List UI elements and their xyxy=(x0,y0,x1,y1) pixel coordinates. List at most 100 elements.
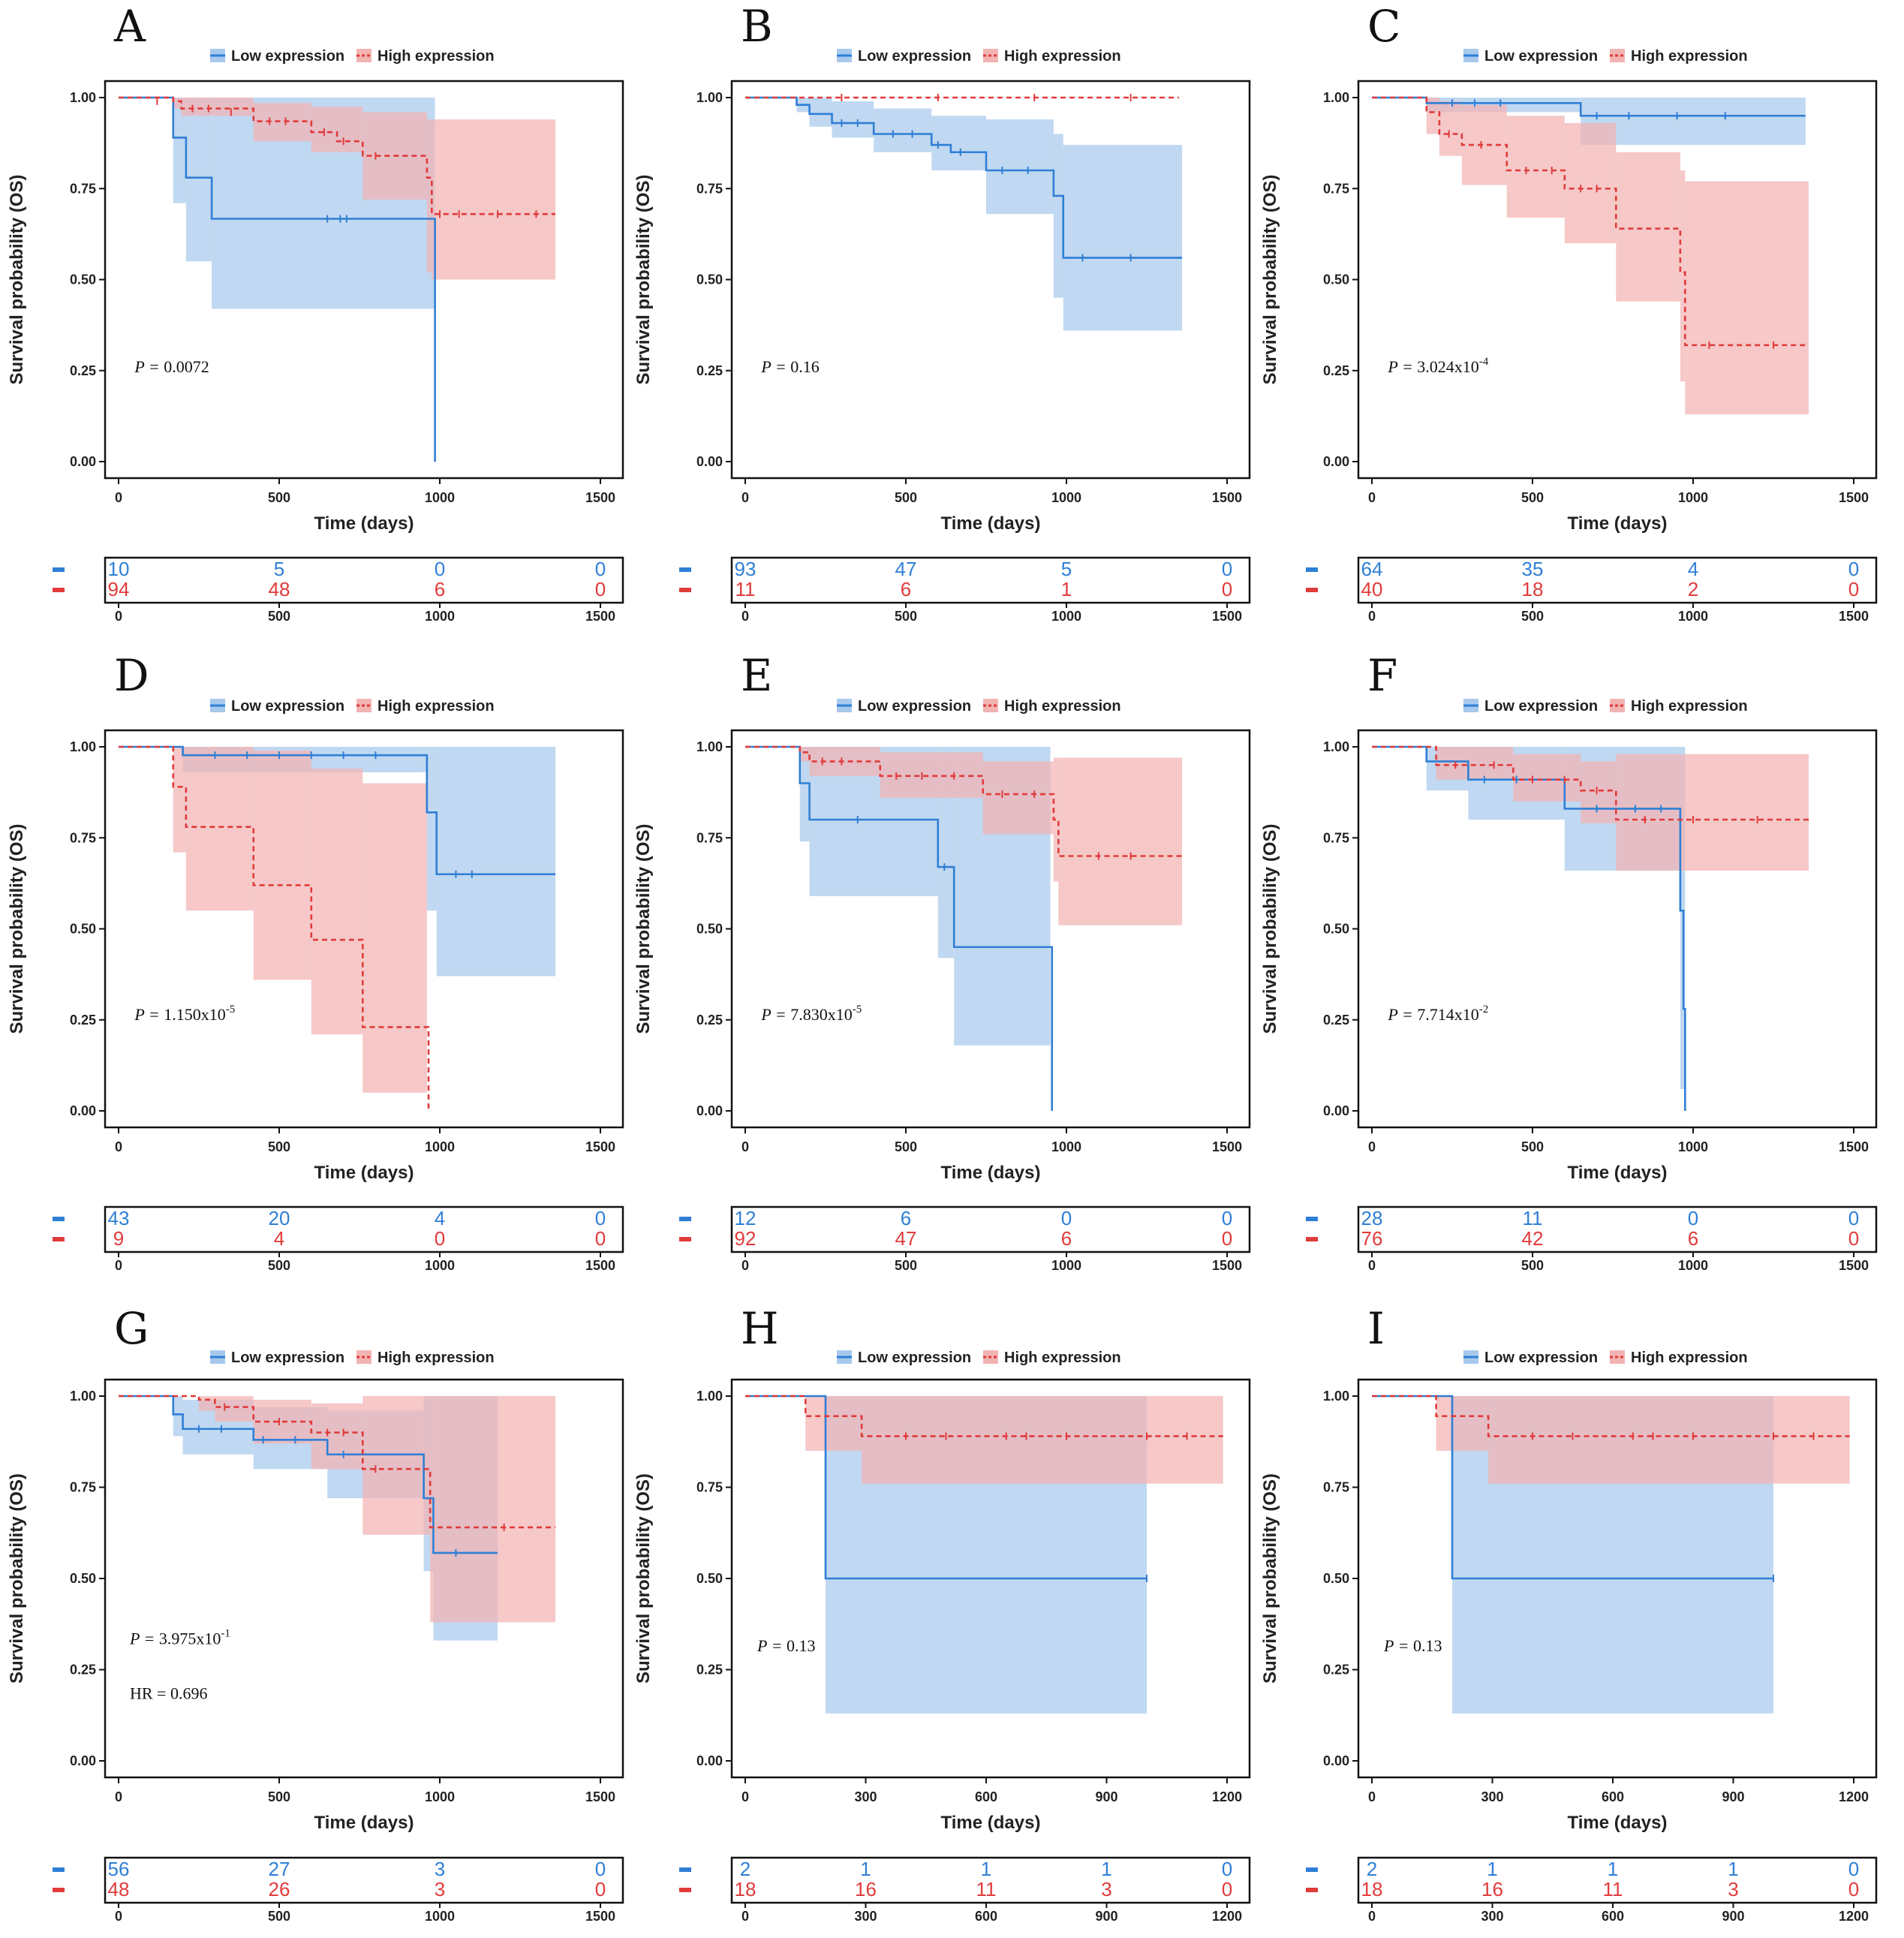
y-tick-label: 0.00 xyxy=(70,1103,96,1118)
annotation-superscript: -2 xyxy=(1479,1004,1489,1016)
risk-table-frame xyxy=(104,1205,624,1253)
y-tick-label: 0.00 xyxy=(1323,454,1349,469)
risk-high-count: 42 xyxy=(1522,1227,1544,1250)
y-tick-label: 0.25 xyxy=(1323,1663,1349,1678)
risk-table: 56 27 3 048 26 3 00 500 1000 1500 xyxy=(53,1856,624,1924)
legend: Low expression High expression xyxy=(1463,48,1748,65)
x-tick-label: 0 xyxy=(741,1139,749,1154)
y-tick-label: 0.75 xyxy=(70,181,96,196)
y-tick-label: 1.00 xyxy=(70,90,96,105)
risk-high-count: 0 xyxy=(595,578,606,600)
risk-low-count: 0 xyxy=(1222,1207,1232,1229)
risk-high-strata-marker xyxy=(53,1888,65,1892)
risk-low-count: 27 xyxy=(269,1858,290,1880)
annotation: P = 0.13 xyxy=(756,1636,815,1655)
x-tick-label: 0 xyxy=(1368,490,1376,505)
y-tick-label: 0.75 xyxy=(1323,181,1349,196)
risk-low-count: 56 xyxy=(108,1858,130,1880)
high-ci-band xyxy=(1436,1396,1489,1451)
panel-c: C Low expression High expression 0.00 0.25 0.… xyxy=(1260,1,1878,624)
x-tick-label: 0 xyxy=(741,490,749,505)
risk-high-count: 48 xyxy=(269,578,290,600)
risk-low-strata-marker xyxy=(679,1217,691,1221)
risk-high-count: 18 xyxy=(1361,1878,1383,1900)
y-tick-label: 0.25 xyxy=(1323,1013,1349,1028)
x-tick-label: 1000 xyxy=(425,1139,455,1154)
x-tick-label: 1500 xyxy=(1839,490,1869,505)
risk-high-count: 0 xyxy=(1222,1227,1232,1250)
risk-low-count: 4 xyxy=(435,1207,445,1229)
low-survival-curve xyxy=(745,745,1054,1111)
y-tick-label: 0.00 xyxy=(696,1753,723,1768)
legend-high-label: High expression xyxy=(1631,698,1748,715)
high-ci-band xyxy=(311,1403,363,1470)
low-ci-band xyxy=(1053,134,1063,298)
risk-low-count: 43 xyxy=(108,1207,130,1229)
risk-low-strata-marker xyxy=(1306,1867,1318,1872)
annotation: P = 3.975x10-1 xyxy=(129,1627,230,1648)
annotation: P = 0.16 xyxy=(760,357,819,376)
risk-low-count: 28 xyxy=(1361,1207,1383,1229)
y-tick-label: 0.50 xyxy=(70,922,96,937)
risk-table-frame xyxy=(104,556,624,604)
y-axis-title: Survival probability (OS) xyxy=(633,823,654,1034)
panel-f: F Low expression High expression 0.00 0.25 0.… xyxy=(1260,650,1878,1273)
low-ci-band xyxy=(799,747,810,842)
high-ci-band xyxy=(1685,181,1809,414)
x-tick-label: 1000 xyxy=(1051,490,1081,505)
risk-high-count: 6 xyxy=(1688,1227,1698,1250)
high-ci-band xyxy=(362,783,427,1093)
high-ci-band xyxy=(799,747,810,762)
risk-high-count: 40 xyxy=(1361,578,1383,600)
x-tick-label: 1000 xyxy=(425,1789,455,1804)
risk-high-strata-marker xyxy=(679,1888,691,1892)
high-ci-band xyxy=(1439,101,1462,156)
risk-high-strata-marker xyxy=(53,588,65,592)
risk-low-strata-marker xyxy=(679,1867,691,1872)
panel-letter: F xyxy=(1367,650,1397,701)
x-tick-label: 0 xyxy=(115,1139,122,1154)
risk-x-tick-label: 300 xyxy=(1481,1909,1503,1924)
risk-low-count: 0 xyxy=(1222,558,1232,580)
high-ci-band xyxy=(982,761,1054,835)
panel-letter: E xyxy=(741,650,772,701)
risk-table-frame xyxy=(1357,1856,1878,1904)
annotation-prefix: P = xyxy=(756,1636,787,1655)
risk-x-tick-label: 0 xyxy=(1368,609,1376,624)
risk-x-tick-label: 0 xyxy=(1368,1258,1376,1273)
annotation-value: 7.714x10 xyxy=(1417,1005,1479,1024)
legend-low-label: Low expression xyxy=(858,1350,971,1366)
high-ci-band xyxy=(362,1396,427,1535)
y-tick-label: 0.25 xyxy=(696,1663,723,1678)
risk-high-count: 18 xyxy=(735,1878,756,1900)
risk-x-tick-label: 1500 xyxy=(585,609,615,624)
risk-high-count: 16 xyxy=(1481,1878,1503,1900)
y-tick-label: 0.00 xyxy=(70,1753,96,1768)
annotation-superscript: -4 xyxy=(1479,356,1489,368)
high-ci-band xyxy=(1616,754,1809,871)
y-axis-title: Survival probability (OS) xyxy=(7,823,27,1034)
risk-x-tick-label: 0 xyxy=(115,1258,122,1273)
low-ci-band xyxy=(1581,98,1806,146)
x-tick-label: 0 xyxy=(1368,1789,1376,1804)
risk-high-count: 6 xyxy=(1061,1227,1072,1250)
risk-low-count: 0 xyxy=(1848,1207,1859,1229)
risk-high-count: 6 xyxy=(901,578,911,600)
high-survival-curve xyxy=(119,96,556,215)
panel-letter: H xyxy=(741,1303,779,1354)
high-ci-band xyxy=(1616,152,1680,302)
x-axis-title: Time (days) xyxy=(941,513,1041,534)
risk-table: 12 6 0 092 47 6 00 500 1000 1500 xyxy=(679,1205,1251,1273)
risk-high-count: 11 xyxy=(976,1878,997,1900)
y-tick-label: 0.50 xyxy=(70,272,96,287)
risk-high-strata-marker xyxy=(679,1237,691,1241)
low-ci-band xyxy=(426,747,437,911)
x-tick-label: 1200 xyxy=(1212,1789,1242,1804)
panel-b: B Low expression High expression 0.00 0.25 0.… xyxy=(633,1,1251,624)
risk-x-tick-label: 1500 xyxy=(1212,609,1242,624)
x-axis-title: Time (days) xyxy=(1568,513,1668,534)
high-ci-band xyxy=(805,1396,862,1451)
x-tick-label: 0 xyxy=(115,1789,122,1804)
risk-high-count: 4 xyxy=(274,1227,284,1250)
risk-high-count: 16 xyxy=(855,1878,877,1900)
